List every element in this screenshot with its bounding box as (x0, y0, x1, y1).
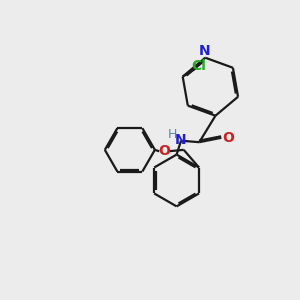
Text: N: N (175, 133, 186, 147)
Text: H: H (168, 128, 178, 141)
Text: Cl: Cl (191, 59, 206, 73)
Text: N: N (199, 44, 211, 58)
Text: O: O (158, 144, 170, 158)
Text: O: O (222, 131, 234, 145)
